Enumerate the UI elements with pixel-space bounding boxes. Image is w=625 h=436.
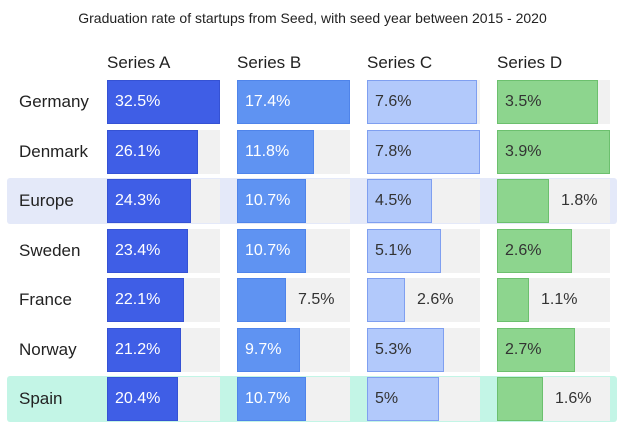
bar-track-sweden-2: 10.7% [237, 229, 350, 273]
bar-track-norway-4: 2.7% [497, 328, 610, 372]
value-label-norway-4: 2.7% [505, 341, 542, 358]
bar-france-4 [497, 278, 529, 322]
bar-track-germany-4: 3.5% [497, 80, 610, 124]
bar-track-germany-2: 17.4% [237, 80, 350, 124]
bar-track-france-1: 22.1% [107, 278, 220, 322]
bar-germany-4 [497, 80, 598, 124]
value-label-norway-2: 9.7% [245, 341, 282, 358]
bar-track-spain-1: 20.4% [107, 377, 220, 421]
bar-track-denmark-3: 7.8% [367, 130, 480, 174]
bar-france-2 [237, 278, 286, 322]
bar-track-spain-2: 10.7% [237, 377, 350, 421]
value-label-germany-1: 32.5% [115, 93, 161, 110]
value-label-europe-1: 24.3% [115, 192, 161, 209]
bar-track-europe-3: 4.5% [367, 179, 480, 223]
bar-france-1 [107, 278, 184, 322]
column-header-series-b: Series B [237, 53, 302, 72]
bar-norway-3 [367, 328, 444, 372]
value-label-europe-3: 4.5% [375, 192, 412, 209]
bar-track-sweden-1: 23.4% [107, 229, 220, 273]
bar-spain-1 [107, 377, 178, 421]
bar-europe-4 [497, 179, 549, 223]
value-label-sweden-4: 2.6% [505, 242, 542, 259]
bar-spain-2 [237, 377, 306, 421]
bar-germany-3 [367, 80, 477, 124]
value-label-france-1: 22.1% [115, 291, 161, 308]
bar-track-norway-3: 5.3% [367, 328, 480, 372]
bar-sweden-2 [237, 229, 306, 273]
bar-denmark-4 [497, 130, 610, 174]
bar-denmark-1 [107, 130, 198, 174]
bar-track-france-3: 2.6% [367, 278, 480, 322]
value-label-europe-4: 1.8% [561, 192, 598, 209]
row-label-france: France [19, 290, 72, 309]
value-label-sweden-1: 23.4% [115, 242, 161, 259]
value-label-denmark-4: 3.9% [505, 143, 542, 160]
bar-spain-3 [367, 377, 439, 421]
row-label-spain: Spain [19, 389, 63, 408]
bar-sweden-4 [497, 229, 572, 273]
row-label-sweden: Sweden [19, 241, 81, 260]
value-label-germany-4: 3.5% [505, 93, 542, 110]
value-label-spain-4: 1.6% [555, 390, 592, 407]
bar-track-denmark-2: 11.8% [237, 130, 350, 174]
bar-track-europe-2: 10.7% [237, 179, 350, 223]
bar-track-europe-4: 1.8% [497, 179, 610, 223]
bar-track-sweden-3: 5.1% [367, 229, 480, 273]
bar-denmark-3 [367, 130, 480, 174]
bar-track-denmark-1: 26.1% [107, 130, 220, 174]
bar-track-france-4: 1.1% [497, 278, 610, 322]
value-label-sweden-2: 10.7% [245, 242, 291, 259]
value-label-france-2: 7.5% [298, 291, 335, 308]
value-label-sweden-3: 5.1% [375, 242, 412, 259]
bar-denmark-2 [237, 130, 314, 174]
bar-track-norway-2: 9.7% [237, 328, 350, 372]
row-label-germany: Germany [19, 92, 89, 111]
value-label-denmark-1: 26.1% [115, 143, 161, 160]
bar-europe-1 [107, 179, 191, 223]
bar-track-france-2: 7.5% [237, 278, 350, 322]
column-header-series-a: Series A [107, 53, 171, 72]
bar-track-europe-1: 24.3% [107, 179, 220, 223]
value-label-norway-3: 5.3% [375, 341, 412, 358]
bar-track-germany-3: 7.6% [367, 80, 480, 124]
column-header-series-c: Series C [367, 53, 433, 72]
bar-track-sweden-4: 2.6% [497, 229, 610, 273]
column-header-series-d: Series D [497, 53, 563, 72]
bar-track-norway-1: 21.2% [107, 328, 220, 372]
value-label-germany-2: 17.4% [245, 93, 291, 110]
bar-europe-3 [367, 179, 432, 223]
row-label-denmark: Denmark [19, 142, 88, 161]
bar-norway-4 [497, 328, 575, 372]
value-label-europe-2: 10.7% [245, 192, 291, 209]
bar-germany-1 [107, 80, 220, 124]
bar-germany-2 [237, 80, 350, 124]
row-label-europe: Europe [19, 191, 74, 210]
bar-track-spain-4: 1.6% [497, 377, 610, 421]
value-label-spain-3: 5% [375, 390, 399, 407]
bar-track-spain-3: 5% [367, 377, 480, 421]
bar-track-denmark-4: 3.9% [497, 130, 610, 174]
bar-track-germany-1: 32.5% [107, 80, 220, 124]
bar-norway-1 [107, 328, 181, 372]
bar-spain-4 [497, 377, 543, 421]
bar-europe-2 [237, 179, 306, 223]
value-label-denmark-2: 11.8% [245, 143, 290, 160]
value-label-germany-3: 7.6% [375, 93, 412, 110]
bar-france-3 [367, 278, 405, 322]
value-label-norway-1: 21.2% [115, 341, 161, 358]
chart-title: Graduation rate of startups from Seed, w… [78, 10, 547, 26]
bar-sweden-3 [367, 229, 441, 273]
value-label-spain-2: 10.7% [245, 390, 291, 407]
value-label-france-3: 2.6% [417, 291, 454, 308]
row-label-norway: Norway [19, 340, 77, 359]
bar-sweden-1 [107, 229, 188, 273]
value-label-spain-1: 20.4% [115, 390, 161, 407]
value-label-france-4: 1.1% [541, 291, 578, 308]
bar-norway-2 [237, 328, 300, 372]
value-label-denmark-3: 7.8% [375, 143, 412, 160]
